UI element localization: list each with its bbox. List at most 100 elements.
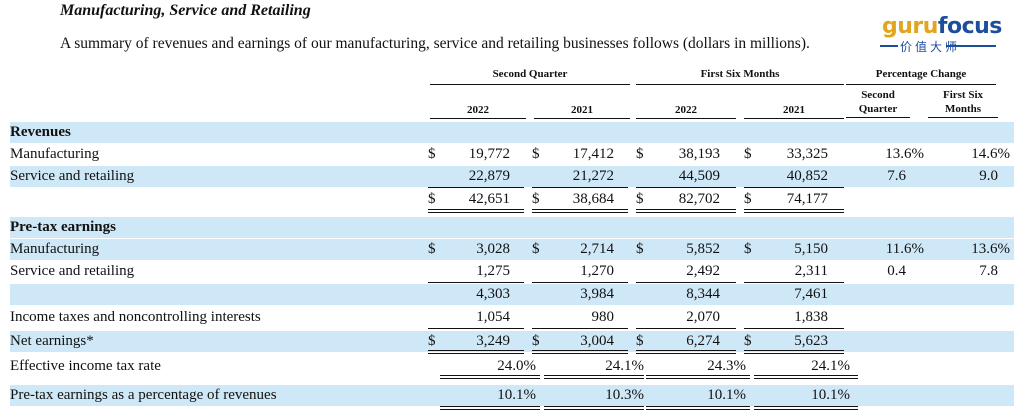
cell-double-underline xyxy=(428,209,524,213)
cell-value: 3,984 xyxy=(580,286,614,302)
pct-value: 14.6% xyxy=(971,146,1010,162)
pct-value: 11.6% xyxy=(885,241,924,257)
cell-value: 10.1% xyxy=(707,387,746,403)
cell-value: 24.1% xyxy=(605,358,644,374)
cell-double-underline xyxy=(440,406,540,410)
table-row: Manufacturing $ 19,772 $ 17,412 $ 38,193… xyxy=(10,144,1014,165)
cell-value: 1,838 xyxy=(794,309,828,325)
pct-value: 9.0 xyxy=(979,168,998,184)
dollar-sign: $ xyxy=(636,241,644,257)
watermark-rule-right xyxy=(946,45,996,47)
cell-value: 17,412 xyxy=(572,146,614,162)
cell-value: 19,772 xyxy=(468,146,510,162)
table-row: Effective income tax rate 24.0% 24.1% 24… xyxy=(10,356,1014,379)
dollar-sign: $ xyxy=(744,146,752,162)
cell-double-underline xyxy=(544,375,644,379)
header-first-six-months-underline xyxy=(636,84,844,85)
cell-value: 3,028 xyxy=(476,241,510,257)
header-percentage-change: Percentage Change xyxy=(875,68,967,80)
header-year-underline xyxy=(744,118,844,119)
dollar-sign: $ xyxy=(428,241,436,257)
row-label: Revenues xyxy=(10,124,71,140)
header-pc-second-quarter: Second Quarter xyxy=(858,89,898,115)
cell-double-underline xyxy=(532,350,628,354)
intro-text: A summary of revenues and earnings of ou… xyxy=(60,35,810,52)
table-row-revenue-total: $ 42,651 $ 38,684 $ 82,702 $ 74,177 xyxy=(10,189,1014,213)
cell-value: 980 xyxy=(591,309,615,325)
cell-value: 1,270 xyxy=(580,263,614,279)
cell-value: 2,492 xyxy=(686,263,720,279)
header-second-quarter: Second Quarter xyxy=(492,68,568,80)
cell-value: 10.1% xyxy=(811,387,850,403)
cell-value: 24.3% xyxy=(707,358,746,374)
table-row: Income taxes and noncontrolling interest… xyxy=(10,307,1014,329)
cell-double-underline xyxy=(754,375,858,379)
cell-underline xyxy=(636,187,736,188)
dollar-sign: $ xyxy=(744,241,752,257)
cell-value: 8,344 xyxy=(686,286,720,302)
header-pc-second-quarter-underline xyxy=(846,117,910,118)
cell-value: 82,702 xyxy=(678,191,720,207)
table-row-revenues-heading: Revenues xyxy=(10,122,1014,143)
header-year: 2022 xyxy=(467,104,489,116)
row-label: Manufacturing xyxy=(10,241,100,257)
cell-value: 2,714 xyxy=(580,241,614,257)
cell-value: 10.3% xyxy=(605,387,644,403)
cell-value: 4,303 xyxy=(476,286,510,302)
dollar-sign: $ xyxy=(532,333,540,349)
cell-double-underline xyxy=(532,209,628,213)
cell-value: 44,509 xyxy=(678,168,720,184)
cell-value: 2,311 xyxy=(794,263,828,279)
table-row: Service and retailing 22,879 21,272 44,5… xyxy=(10,166,1014,188)
dollar-sign: $ xyxy=(636,191,644,207)
cell-double-underline xyxy=(744,209,844,213)
dollar-sign: $ xyxy=(428,191,436,207)
cell-value: 5,623 xyxy=(794,333,828,349)
cell-underline xyxy=(744,328,844,329)
cell-underline xyxy=(636,282,736,283)
dollar-sign: $ xyxy=(532,191,540,207)
header-year-underline xyxy=(430,118,526,119)
row-label: Income taxes and noncontrolling interest… xyxy=(10,309,261,325)
watermark-rule-left xyxy=(880,45,898,47)
row-label: Effective income tax rate xyxy=(10,358,161,374)
cell-double-underline xyxy=(646,375,750,379)
dollar-sign: $ xyxy=(636,333,644,349)
cell-underline xyxy=(532,187,628,188)
cell-underline xyxy=(428,328,524,329)
cell-double-underline xyxy=(440,375,540,379)
header-first-six-months: First Six Months xyxy=(700,68,780,80)
cell-value: 5,852 xyxy=(686,241,720,257)
cell-value: 2,070 xyxy=(686,309,720,325)
cell-double-underline xyxy=(754,406,858,410)
gurufocus-watermark: gurufocus 价值大师 xyxy=(880,14,1010,54)
cell-value: 33,325 xyxy=(786,146,828,162)
cell-double-underline xyxy=(744,350,844,354)
cell-underline xyxy=(532,328,628,329)
section-title: Manufacturing, Service and Retailing xyxy=(60,2,311,19)
header-pc-first-six-months: First Six Months xyxy=(942,89,984,115)
pct-value: 7.6 xyxy=(887,168,906,184)
cell-double-underline xyxy=(636,209,736,213)
header-percentage-change-underline xyxy=(846,84,996,85)
cell-value: 24.1% xyxy=(811,358,850,374)
table-row-pretax-subtotal: 4,303 3,984 8,344 7,461 xyxy=(10,284,1014,305)
row-label: Service and retailing xyxy=(10,168,135,184)
row-label: Net earnings* xyxy=(10,333,94,349)
pct-value: 7.8 xyxy=(979,263,998,279)
cell-value: 42,651 xyxy=(468,191,510,207)
cell-value: 6,274 xyxy=(686,333,720,349)
cell-value: 24.0% xyxy=(497,358,536,374)
header-year: 2021 xyxy=(783,104,805,116)
cell-value: 3,004 xyxy=(580,333,614,349)
cell-underline xyxy=(428,187,524,188)
dollar-sign: $ xyxy=(428,333,436,349)
cell-value: 38,193 xyxy=(678,146,720,162)
cell-value: 10.1% xyxy=(497,387,536,403)
cell-value: 1,275 xyxy=(476,263,510,279)
table-row: Pre-tax earnings as a percentage of reve… xyxy=(10,385,1014,410)
pct-value: 0.4 xyxy=(887,263,906,279)
cell-value: 38,684 xyxy=(572,191,614,207)
cell-double-underline xyxy=(646,406,750,410)
cell-value: 40,852 xyxy=(786,168,828,184)
